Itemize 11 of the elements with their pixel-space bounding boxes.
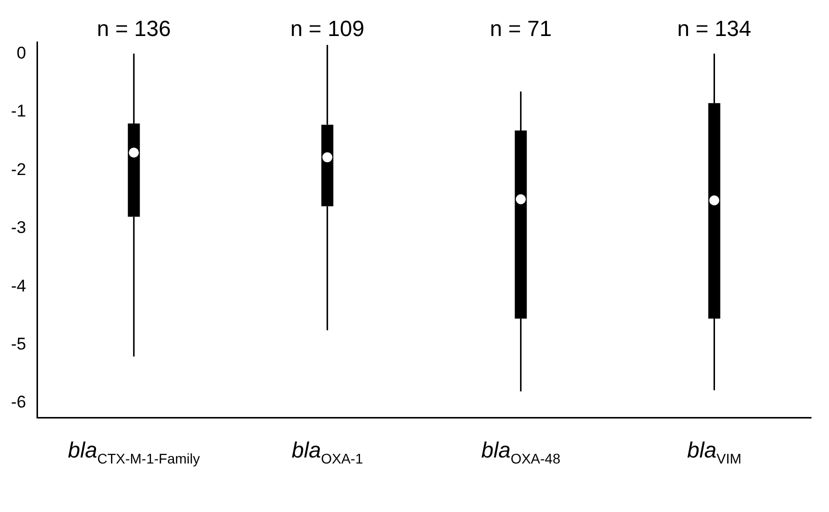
y-tick-label: 0: [16, 43, 26, 62]
y-tick-label: -2: [10, 160, 26, 179]
text: n = 136: [96, 16, 171, 41]
text: n = 71: [490, 16, 552, 41]
y-tick-label: -4: [10, 276, 26, 296]
y-tick-label: -5: [10, 334, 26, 354]
text: n = 109: [290, 16, 364, 41]
y-tick-label: -1: [10, 102, 26, 121]
y-tick-label: -3: [10, 218, 26, 238]
y-tick-label: -6: [10, 392, 26, 412]
text: n = 134: [677, 16, 752, 41]
